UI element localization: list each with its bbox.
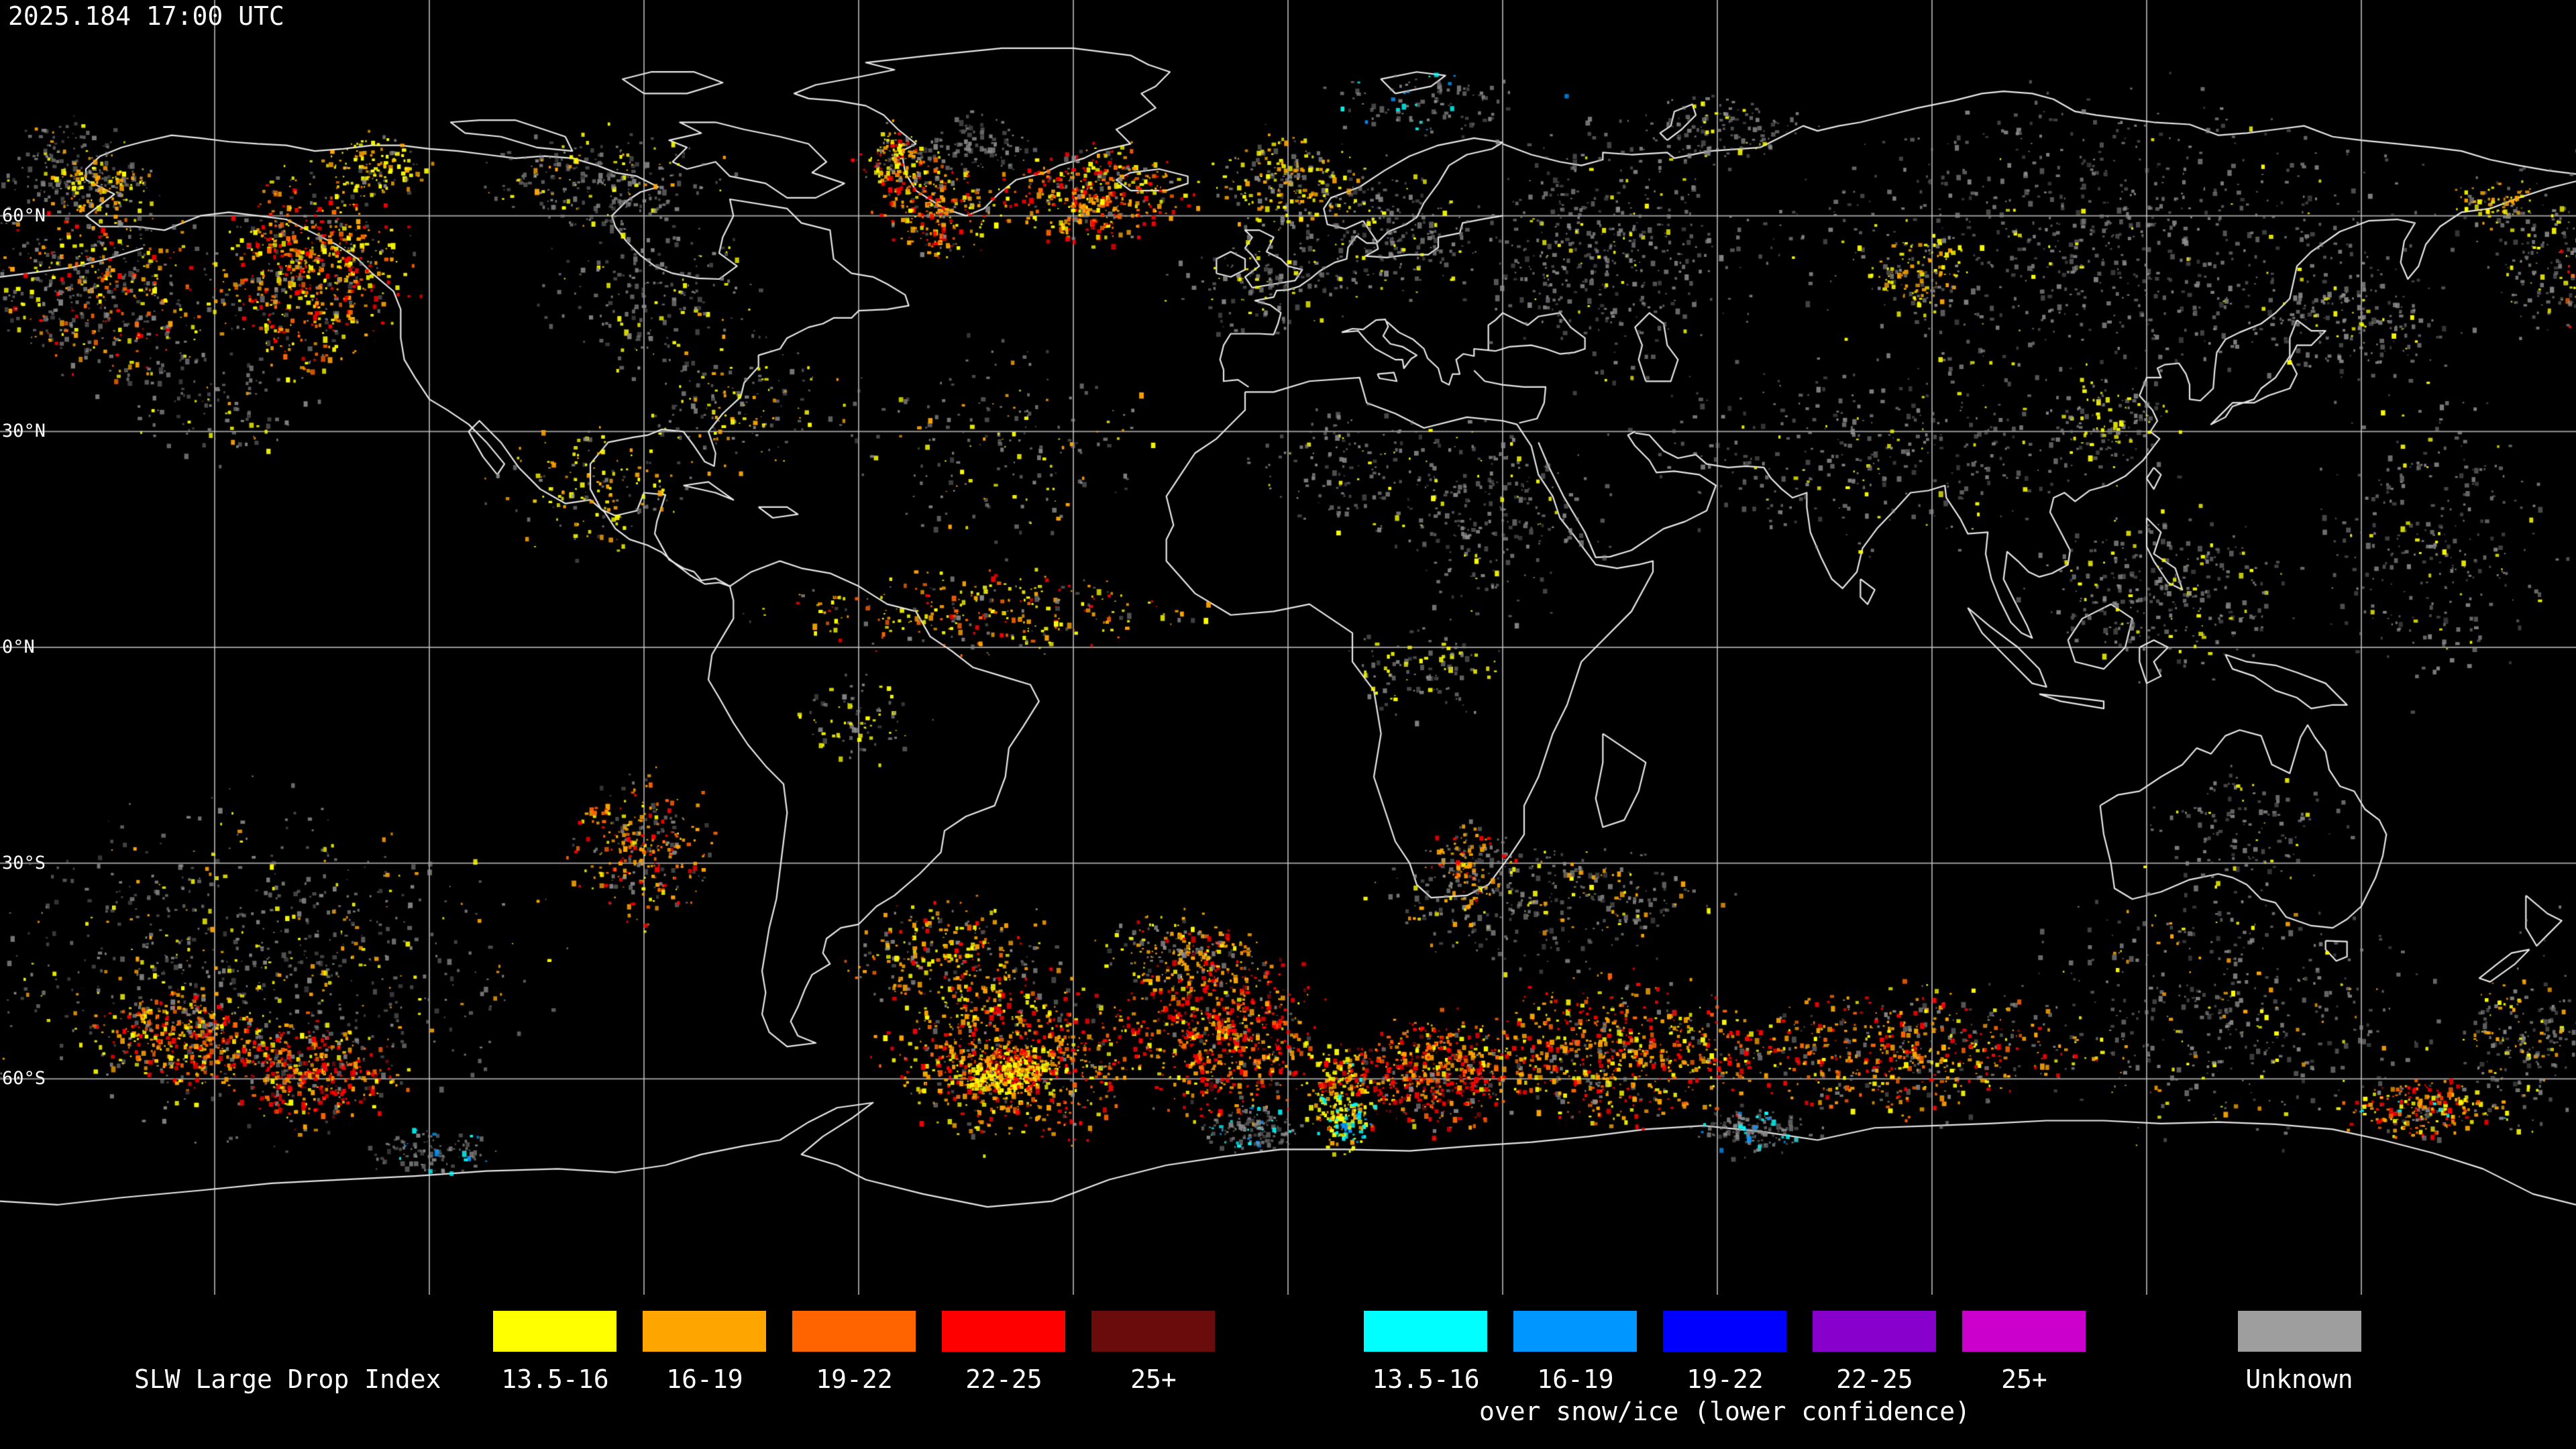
legend-swatch-snow-3 [1663,1311,1786,1352]
timestamp: 2025.184 17:00 UTC [8,1,284,31]
legend-swatch-slw-3 [792,1311,916,1352]
legend-bin-label: 19-22 [816,1364,893,1394]
slw-label-row: 13.5-16 16-19 19-22 22-25 25+ [480,1364,1228,1394]
legend-swatch-snow-5 [1962,1311,2086,1352]
legend-swatch-snow-4 [1813,1311,1936,1352]
world-map-canvas [0,0,2576,1295]
legend-bin-label: 25+ [2001,1364,2047,1394]
legend-bar: SLW Large Drop Index 13.5-16 16-19 19-22… [0,1295,2576,1449]
lat-label: 60°N [2,205,46,226]
legend-bin-label: 13.5-16 [501,1364,609,1394]
snow-ice-caption: over snow/ice (lower confidence) [1479,1397,1971,1426]
legend-bin-label: 13.5-16 [1372,1364,1480,1394]
legend-swatch-snow-2 [1513,1311,1637,1352]
legend-unknown-label: Unknown [2245,1364,2353,1394]
slw-swatch-row [493,1311,1215,1352]
legend-swatch-snow-1 [1364,1311,1487,1352]
legend-title: SLW Large Drop Index [134,1364,441,1394]
legend-bin-label: 25+ [1130,1364,1177,1394]
lat-label: 0°N [2,636,35,657]
legend-bin-label: 22-25 [965,1364,1042,1394]
lat-label: 30°S [2,852,46,873]
legend-swatch-slw-5 [1091,1311,1215,1352]
legend-swatch-slw-1 [493,1311,616,1352]
legend-bin-label: 22-25 [1836,1364,1913,1394]
legend-bin-label: 16-19 [666,1364,743,1394]
snow-label-row: 13.5-16 16-19 19-22 22-25 25+ [1351,1364,2099,1394]
legend-swatch-slw-4 [942,1311,1065,1352]
lat-label: 30°N [2,421,46,442]
snow-swatch-row [1364,1311,2086,1352]
legend-bin-label: 19-22 [1686,1364,1764,1394]
legend-bin-label: 16-19 [1537,1364,1614,1394]
legend-swatch-unknown [2238,1311,2361,1352]
legend-swatch-slw-2 [643,1311,766,1352]
lat-label: 60°S [2,1068,46,1089]
